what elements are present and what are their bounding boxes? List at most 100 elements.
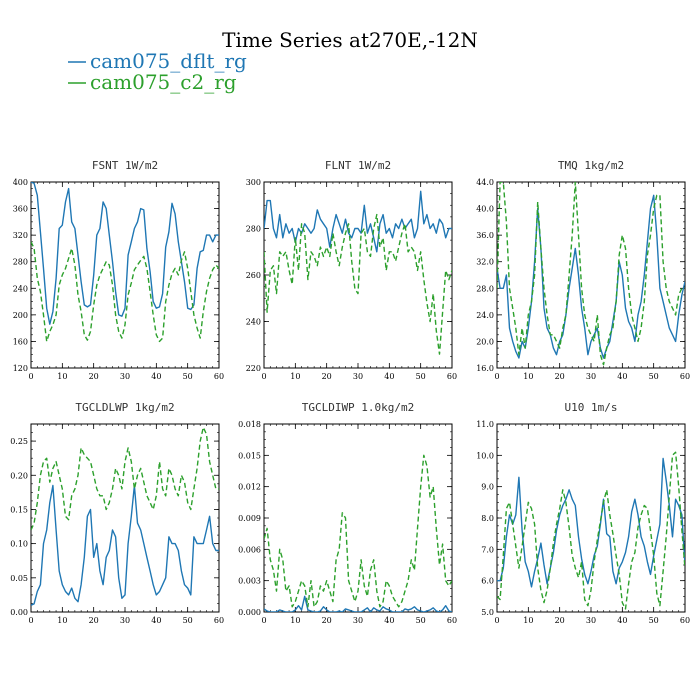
x-tick-label: 20 bbox=[555, 616, 565, 625]
x-tick-label: 0 bbox=[28, 372, 33, 381]
x-tick-label: 30 bbox=[586, 616, 596, 625]
y-tick-label: 300 bbox=[246, 178, 261, 187]
series-line-dflt bbox=[497, 457, 685, 588]
x-tick-label: 60 bbox=[680, 616, 690, 625]
x-tick-label: 10 bbox=[523, 616, 533, 625]
x-tick-label: 10 bbox=[290, 372, 300, 381]
y-tick-label: 11.0 bbox=[476, 420, 494, 429]
panel-6: U10 1m/s 0 10 20 30 40 50 60 5.0 6.0 7.0 8.0 9.0 10.0… bbox=[476, 401, 690, 625]
x-tick-label: 0 bbox=[261, 372, 266, 381]
y-tick-label: 28.0 bbox=[476, 284, 494, 293]
x-tick-label: 40 bbox=[151, 616, 161, 625]
panel-title: TGCLDIWP 1.0kg/m2 bbox=[302, 401, 415, 414]
x-tick-label: 30 bbox=[353, 616, 363, 625]
y-tick-label: 0.015 bbox=[238, 451, 261, 460]
x-tick-label: 50 bbox=[416, 616, 426, 625]
series-line-dflt bbox=[264, 190, 452, 253]
y-tick-label: 240 bbox=[246, 318, 261, 327]
x-tick-label: 40 bbox=[384, 616, 394, 625]
x-tick-label: 30 bbox=[353, 372, 363, 381]
panel-3: TMQ 1kg/m2 0 10 20 30 40 50 60 16.0 20.0 24.0 28.0 3… bbox=[476, 159, 690, 381]
y-tick-label: 16.0 bbox=[476, 364, 494, 373]
y-tick-label: 280 bbox=[246, 225, 261, 234]
x-tick-label: 50 bbox=[649, 616, 659, 625]
y-tick-label: 260 bbox=[246, 271, 261, 280]
x-tick-label: 30 bbox=[120, 372, 130, 381]
y-tick-label: 36.0 bbox=[476, 231, 494, 240]
x-tick-label: 60 bbox=[447, 616, 457, 625]
panel-1: FSNT 1W/m2 0 10 20 30 40 50 60 120 160 200 240 280 32… bbox=[13, 159, 224, 381]
series-line-c2 bbox=[497, 451, 685, 610]
y-tick-label: 0.00 bbox=[10, 608, 28, 617]
x-tick-label: 0 bbox=[494, 616, 499, 625]
y-tick-label: 0.003 bbox=[238, 577, 261, 586]
y-tick-label: 8.0 bbox=[481, 514, 494, 523]
series-line-c2 bbox=[31, 426, 219, 531]
y-tick-label: 24.0 bbox=[476, 311, 494, 320]
series-line-c2 bbox=[497, 182, 685, 366]
x-tick-label: 0 bbox=[28, 616, 33, 625]
series-line-c2 bbox=[264, 213, 452, 355]
panel-title: FSNT 1W/m2 bbox=[92, 159, 158, 172]
x-tick-label: 10 bbox=[57, 372, 67, 381]
panel-title: U10 1m/s bbox=[565, 401, 618, 414]
x-tick-label: 60 bbox=[680, 372, 690, 381]
y-tick-label: 40.0 bbox=[476, 205, 494, 214]
series-line-dflt bbox=[31, 484, 219, 606]
figure-title: Time Series at270E,-12N bbox=[222, 28, 478, 52]
panel-title: FLNT 1W/m2 bbox=[325, 159, 391, 172]
y-tick-label: 280 bbox=[13, 258, 28, 267]
y-tick-label: 0.006 bbox=[238, 545, 261, 554]
x-tick-label: 40 bbox=[617, 616, 627, 625]
x-tick-label: 60 bbox=[447, 372, 457, 381]
legend-label-c2: cam075_c2_rg bbox=[90, 70, 237, 94]
series-line-dflt bbox=[31, 182, 219, 325]
y-tick-label: 20.0 bbox=[476, 337, 494, 346]
y-tick-label: 0.20 bbox=[10, 471, 28, 480]
plot-frame bbox=[263, 423, 453, 613]
x-tick-label: 40 bbox=[384, 372, 394, 381]
y-tick-label: 0.018 bbox=[238, 420, 261, 429]
panel-title: TGCLDLWP 1kg/m2 bbox=[75, 401, 174, 414]
x-tick-label: 0 bbox=[494, 372, 499, 381]
x-tick-label: 40 bbox=[151, 372, 161, 381]
x-tick-label: 40 bbox=[617, 372, 627, 381]
panel-title: TMQ 1kg/m2 bbox=[558, 159, 624, 172]
x-tick-label: 10 bbox=[57, 616, 67, 625]
x-tick-label: 20 bbox=[322, 616, 332, 625]
y-tick-label: 0.012 bbox=[238, 483, 261, 492]
x-tick-label: 20 bbox=[322, 372, 332, 381]
series-line-c2 bbox=[31, 241, 219, 343]
panel-4: TGCLDLWP 1kg/m2 0 10 20 30 40 50 60 0.00 0.05 0.10… bbox=[10, 401, 224, 625]
series-line-dflt bbox=[264, 595, 452, 612]
x-tick-label: 20 bbox=[555, 372, 565, 381]
x-tick-label: 20 bbox=[89, 616, 99, 625]
y-tick-label: 220 bbox=[246, 364, 261, 373]
panel-5: TGCLDIWP 1.0kg/m2 0 10 20 30 40 50 60 0.000 0.003… bbox=[238, 401, 457, 625]
panel-grid: FSNT 1W/m20 10 20 30 40 50 6012016020024028032… bbox=[10, 159, 690, 625]
y-tick-label: 32.0 bbox=[476, 258, 494, 267]
y-tick-label: 0.10 bbox=[10, 540, 28, 549]
y-tick-label: 360 bbox=[13, 205, 28, 214]
y-tick-label: 0.009 bbox=[238, 514, 261, 523]
legend: cam075_dflt_rg cam075_c2_rg bbox=[68, 49, 247, 94]
x-tick-label: 50 bbox=[416, 372, 426, 381]
x-tick-label: 60 bbox=[214, 372, 224, 381]
panel-2: FLNT 1W/m2 0 10 20 30 40 50 60 220 240 260 280 300 bbox=[246, 159, 457, 381]
plot-frame bbox=[30, 181, 220, 369]
series-line-dflt bbox=[497, 194, 685, 359]
y-tick-label: 5.0 bbox=[481, 608, 494, 617]
x-tick-label: 20 bbox=[89, 372, 99, 381]
y-tick-label: 400 bbox=[13, 178, 28, 187]
x-tick-label: 10 bbox=[290, 616, 300, 625]
y-tick-label: 240 bbox=[13, 284, 28, 293]
y-tick-label: 120 bbox=[13, 364, 28, 373]
y-tick-label: 7.0 bbox=[481, 545, 494, 554]
x-tick-label: 10 bbox=[523, 372, 533, 381]
x-tick-label: 50 bbox=[649, 372, 659, 381]
x-tick-label: 50 bbox=[183, 616, 193, 625]
y-tick-label: 0.000 bbox=[238, 608, 261, 617]
x-tick-label: 30 bbox=[120, 616, 130, 625]
x-tick-label: 60 bbox=[214, 616, 224, 625]
